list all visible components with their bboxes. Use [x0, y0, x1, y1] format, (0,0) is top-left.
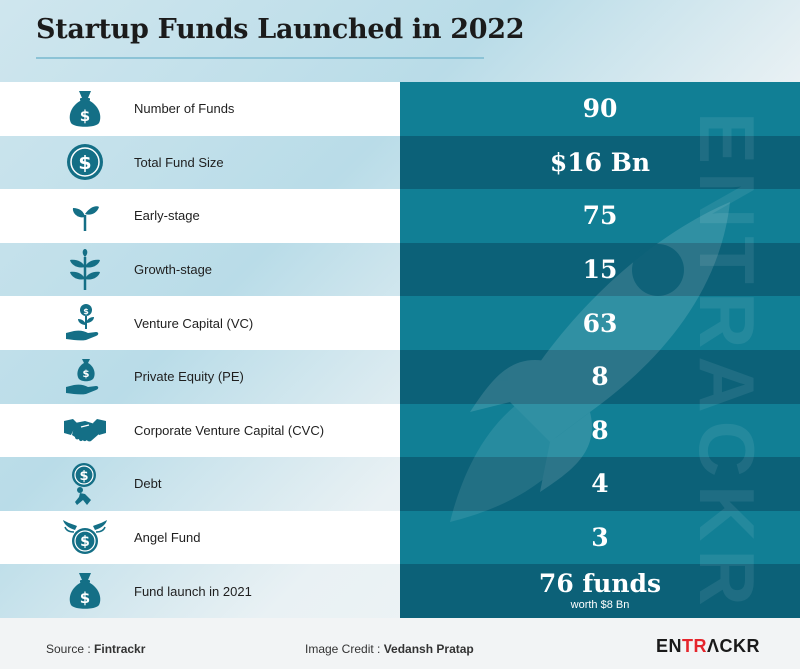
person-pushing-coin-icon: $ [62, 462, 108, 506]
table-row: $ Private Equity (PE) 8 [0, 350, 800, 404]
row-label: Angel Fund [134, 530, 201, 546]
row-value: 8 [591, 415, 609, 445]
svg-text:$: $ [79, 469, 88, 484]
table-row: Corporate Venture Capital (CVC) 8 [0, 403, 800, 458]
dollar-coin-icon: $ [62, 140, 108, 184]
value-cell: 8 [400, 403, 800, 458]
sprout-icon [62, 194, 108, 238]
value-cell: $16 Bn [400, 135, 800, 190]
row-label: Fund launch in 2021 [134, 583, 252, 599]
table-row: Growth-stage 15 [0, 242, 800, 297]
footer: Source : Fintrackr Image Credit : Vedans… [0, 618, 800, 669]
row-label: Early-stage [134, 208, 200, 224]
label-cell: $ Private Equity (PE) [0, 350, 400, 404]
page-title: Startup Funds Launched in 2022 [36, 14, 525, 45]
table-row: Early-stage 75 [0, 189, 800, 243]
table-row: $ Venture Capital (VC) 63 [0, 296, 800, 350]
row-label: Total Fund Size [134, 154, 224, 170]
svg-text:$: $ [83, 369, 90, 380]
row-value: 76 funds [538, 569, 662, 599]
table-row: $ Total Fund Size $16 Bn [0, 135, 800, 190]
row-label: Debt [134, 476, 162, 492]
row-value: $16 Bn [549, 147, 651, 177]
value-cell: 63 [400, 296, 800, 350]
row-value: 90 [582, 94, 618, 124]
table-row: $ Number of Funds 90 [0, 82, 800, 136]
credit-value: Vedansh Pratap [383, 642, 474, 656]
title-underline [36, 57, 484, 59]
label-cell: $ Debt [0, 457, 400, 511]
svg-text:$: $ [80, 534, 90, 550]
table-row: $ Debt 4 [0, 457, 800, 511]
row-label: Venture Capital (VC) [134, 315, 254, 331]
row-value: 8 [591, 362, 609, 392]
fund-table: $ Number of Funds 90 $ Total Fund Size $16 Bn… [0, 82, 800, 618]
row-value: 75 [582, 201, 618, 231]
row-label: Growth-stage [134, 262, 213, 278]
row-value: 3 [591, 523, 609, 553]
hand-plant-coin-icon: $ [62, 301, 108, 345]
value-cell: 75 [400, 189, 800, 243]
label-cell: $ Number of Funds [0, 82, 400, 136]
row-value-sub: worth $8 Bn [570, 599, 630, 612]
value-cell: 76 funds worth $8 Bn [400, 564, 800, 618]
money-bag-icon: $ [62, 569, 108, 613]
svg-text:$: $ [78, 152, 91, 174]
handshake-icon [62, 408, 108, 452]
label-cell: $ Angel Fund [0, 510, 400, 565]
row-value: 15 [582, 255, 618, 285]
row-label: Corporate Venture Capital (CVC) [134, 422, 325, 438]
source-value: Fintrackr [94, 642, 146, 656]
value-cell: 15 [400, 242, 800, 297]
value-cell: 90 [400, 82, 800, 136]
svg-text:$: $ [80, 107, 90, 125]
row-value: 63 [582, 308, 618, 338]
source-credit: Source : Fintrackr [46, 642, 145, 656]
label-cell: $ Fund launch in 2021 [0, 564, 400, 618]
source-label: Source : [46, 642, 95, 656]
svg-text:$: $ [80, 589, 90, 607]
svg-text:$: $ [83, 307, 89, 316]
value-cell: 3 [400, 510, 800, 565]
value-cell: 8 [400, 350, 800, 404]
brand-logo: ENTRΛCKR [656, 636, 761, 656]
table-row: $ Angel Fund 3 [0, 510, 800, 565]
label-cell: Early-stage [0, 189, 400, 243]
hand-money-bag-icon: $ [62, 355, 108, 399]
plant-icon [62, 248, 108, 292]
row-value: 4 [591, 469, 609, 499]
image-credit: Image Credit : Vedansh Pratap [305, 642, 474, 656]
table-row: $ Fund launch in 2021 76 funds worth $8 Bn [0, 564, 800, 618]
label-cell: $ Total Fund Size [0, 136, 400, 190]
row-label: Private Equity (PE) [134, 369, 244, 385]
winged-coin-icon: $ [62, 516, 108, 560]
value-cell: 4 [400, 457, 800, 511]
money-bag-icon: $ [62, 87, 108, 131]
label-cell: Growth-stage [0, 243, 400, 297]
label-cell: $ Venture Capital (VC) [0, 296, 400, 350]
credit-label: Image Credit : [305, 642, 384, 656]
label-cell: Corporate Venture Capital (CVC) [0, 403, 400, 458]
row-label: Number of Funds [134, 101, 235, 117]
